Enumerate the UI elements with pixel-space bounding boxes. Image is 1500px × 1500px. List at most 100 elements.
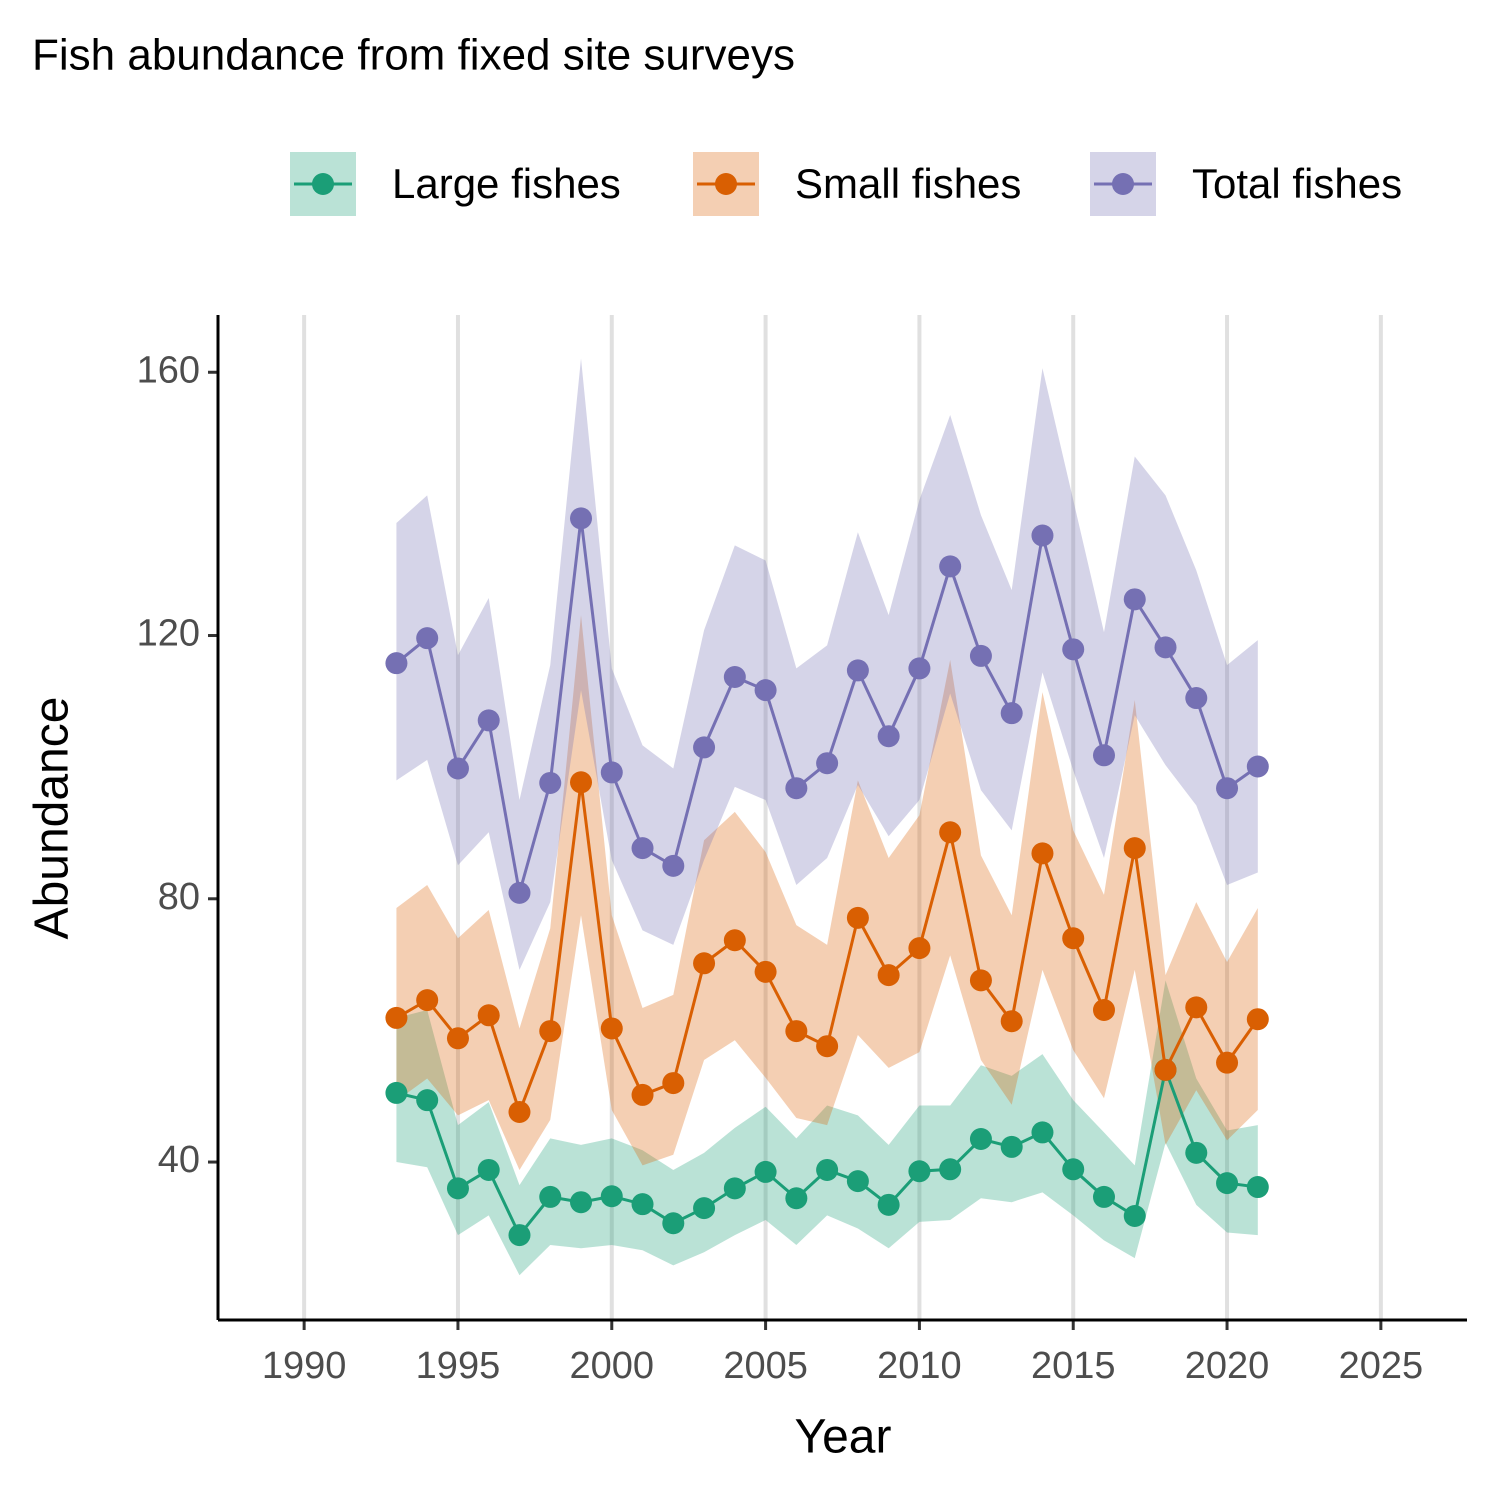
point xyxy=(1185,996,1208,1019)
point xyxy=(385,652,408,675)
point xyxy=(1000,1010,1023,1033)
ribbon xyxy=(396,358,1258,970)
point xyxy=(754,679,777,702)
point xyxy=(1246,755,1269,778)
point xyxy=(1092,744,1115,767)
point xyxy=(969,969,992,992)
point xyxy=(1123,1205,1146,1228)
point xyxy=(816,752,839,775)
point xyxy=(1031,842,1054,865)
point xyxy=(846,906,869,929)
x-tick-label: 2005 xyxy=(723,1345,808,1387)
x-tick-label: 2010 xyxy=(877,1345,962,1387)
point xyxy=(477,1004,500,1027)
point xyxy=(508,881,531,904)
point xyxy=(1000,1135,1023,1158)
point xyxy=(785,777,808,800)
point xyxy=(877,964,900,987)
point xyxy=(723,929,746,952)
point xyxy=(662,1072,685,1095)
y-tick-label: 160 xyxy=(137,349,200,391)
point xyxy=(1246,1008,1269,1031)
point xyxy=(477,709,500,732)
point xyxy=(508,1224,531,1247)
point xyxy=(1216,1051,1239,1074)
legend-key xyxy=(312,173,334,195)
point xyxy=(1092,1185,1115,1208)
point xyxy=(816,1035,839,1058)
point xyxy=(908,1160,931,1183)
point xyxy=(785,1187,808,1210)
point xyxy=(446,1177,469,1200)
point xyxy=(1123,837,1146,860)
legend-label: Small fishes xyxy=(795,160,1021,207)
y-axis-title: Abundance xyxy=(26,697,79,940)
x-tick-label: 2025 xyxy=(1339,1345,1424,1387)
point xyxy=(539,771,562,794)
y-tick-label: 40 xyxy=(158,1139,200,1181)
point xyxy=(754,960,777,983)
point xyxy=(1216,1172,1239,1195)
point xyxy=(631,1193,654,1216)
point xyxy=(539,1185,562,1208)
point xyxy=(1216,777,1239,800)
point xyxy=(1092,999,1115,1022)
point xyxy=(1154,636,1177,659)
point xyxy=(939,1158,962,1181)
point xyxy=(908,657,931,680)
point xyxy=(508,1101,531,1124)
point xyxy=(416,1089,439,1112)
legend-key xyxy=(1112,173,1134,195)
point xyxy=(631,837,654,860)
y-tick-label: 120 xyxy=(137,613,200,655)
point xyxy=(539,1020,562,1043)
point xyxy=(816,1158,839,1181)
x-axis-title: Year xyxy=(795,1411,892,1464)
point xyxy=(631,1083,654,1106)
point xyxy=(723,1177,746,1200)
x-tick-label: 2020 xyxy=(1185,1345,1270,1387)
legend-label: Large fishes xyxy=(392,160,621,207)
point xyxy=(446,757,469,780)
x-tick-label: 2015 xyxy=(1031,1345,1116,1387)
point xyxy=(600,761,623,784)
point xyxy=(1185,687,1208,710)
point xyxy=(1031,1121,1054,1144)
point xyxy=(1062,927,1085,950)
point xyxy=(570,1191,593,1214)
y-tick-label: 80 xyxy=(158,876,200,918)
point xyxy=(693,952,716,975)
point xyxy=(969,644,992,667)
point xyxy=(877,1193,900,1216)
point xyxy=(416,627,439,650)
point xyxy=(723,665,746,688)
point xyxy=(939,555,962,578)
point xyxy=(1062,1158,1085,1181)
point xyxy=(908,937,931,960)
point xyxy=(877,725,900,748)
legend-label: Total fishes xyxy=(1192,160,1402,207)
point xyxy=(570,771,593,794)
point xyxy=(662,1212,685,1235)
point xyxy=(600,1185,623,1208)
legend-key xyxy=(715,173,737,195)
point xyxy=(1000,702,1023,725)
point xyxy=(846,1170,869,1193)
point xyxy=(754,1160,777,1183)
point xyxy=(846,659,869,682)
point xyxy=(385,1006,408,1029)
point xyxy=(785,1020,808,1043)
x-tick-label: 2000 xyxy=(569,1345,654,1387)
x-tick-label: 1995 xyxy=(416,1345,501,1387)
point xyxy=(600,1017,623,1040)
point xyxy=(1185,1141,1208,1164)
point xyxy=(416,989,439,1012)
point xyxy=(1246,1176,1269,1199)
point xyxy=(446,1027,469,1050)
point xyxy=(385,1081,408,1104)
point xyxy=(477,1158,500,1181)
point xyxy=(570,507,593,530)
chart-title: Fish abundance from fixed site surveys xyxy=(32,31,795,80)
point xyxy=(969,1128,992,1151)
